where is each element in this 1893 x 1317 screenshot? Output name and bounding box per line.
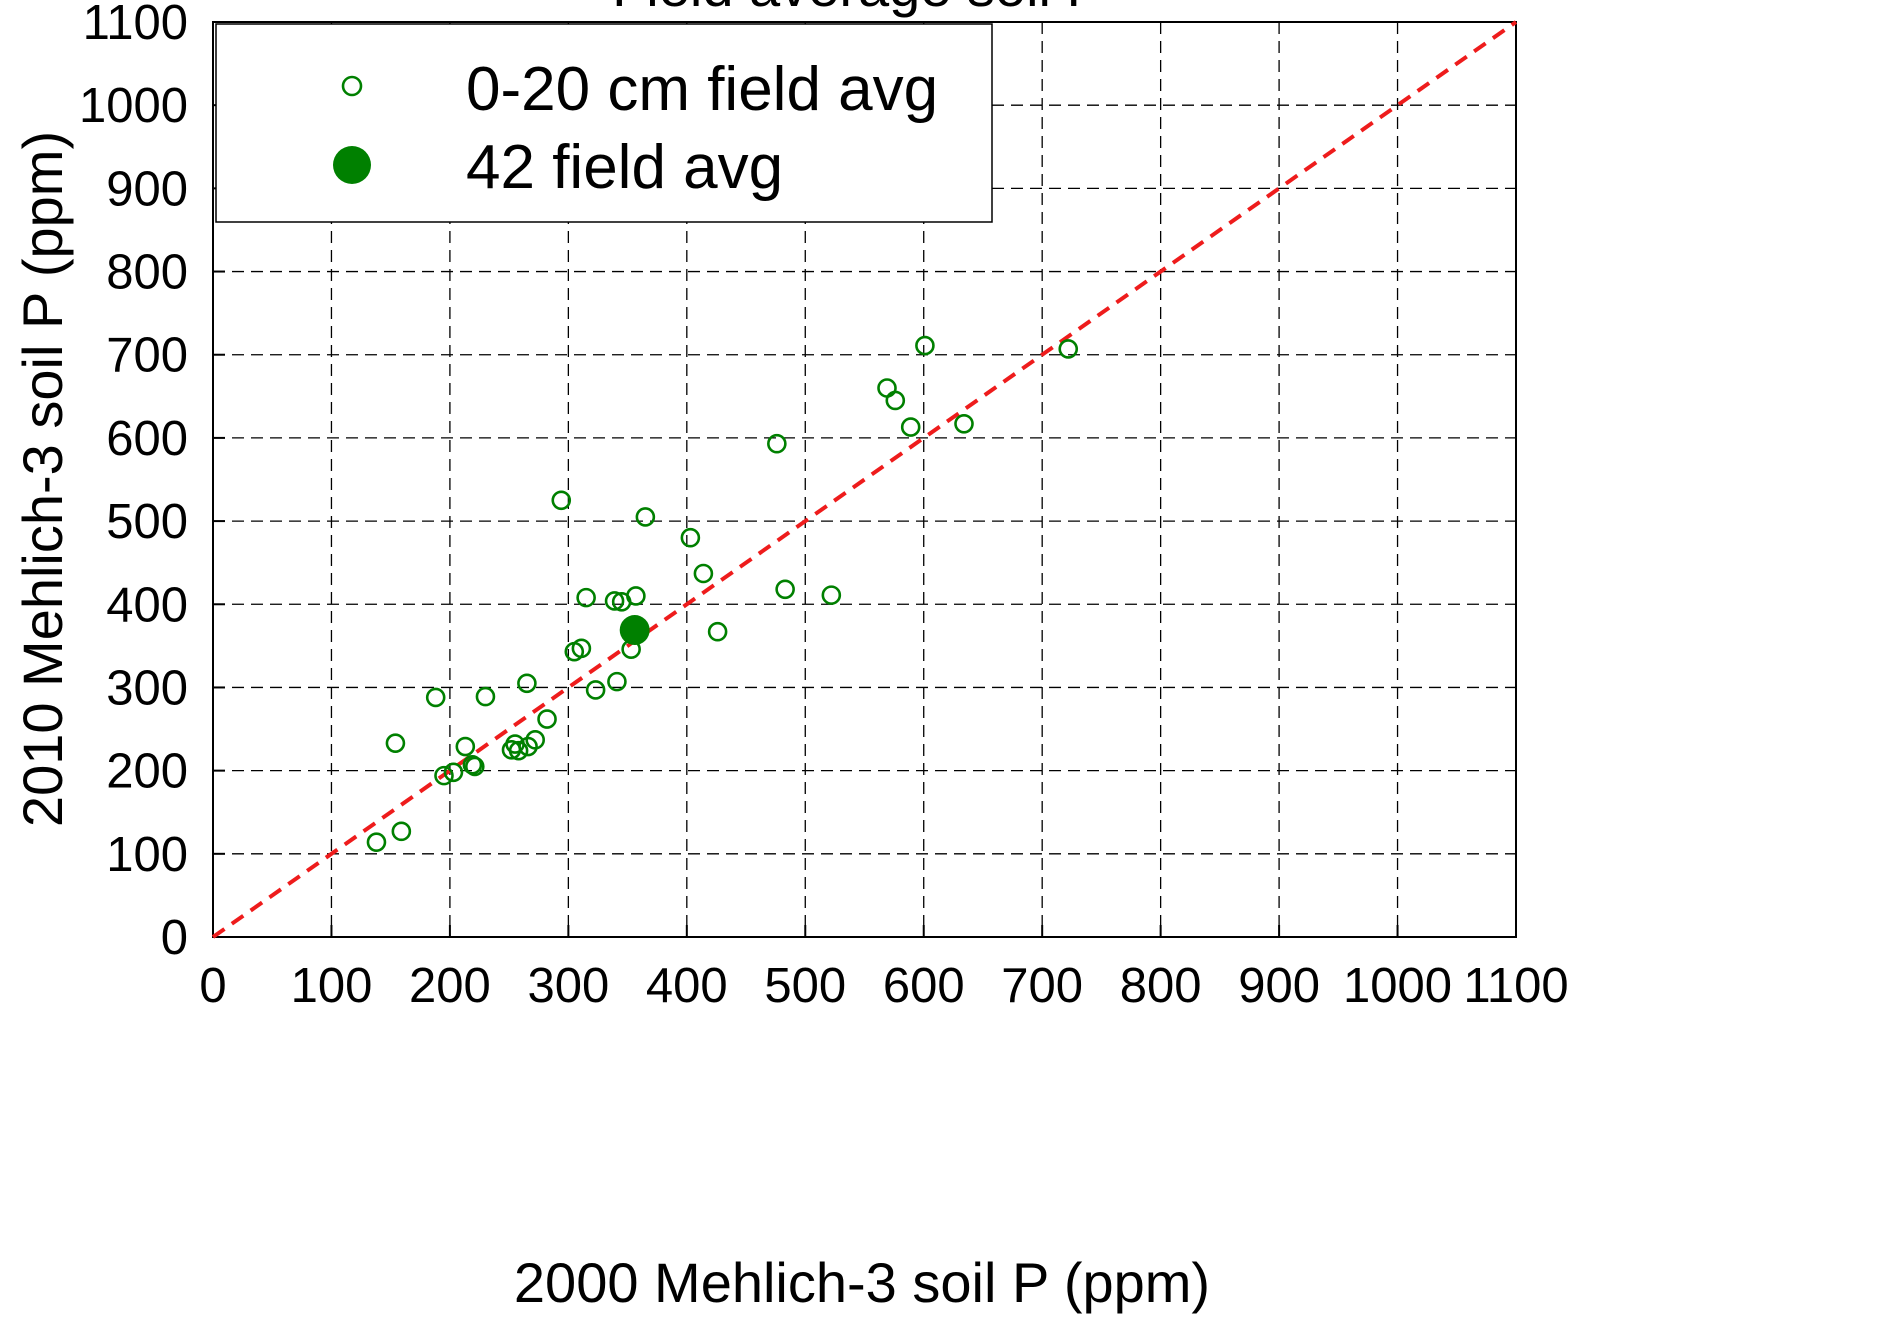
x-tick-label: 400 xyxy=(646,959,728,1013)
x-tick-label: 0 xyxy=(199,959,226,1013)
y-tick-label: 300 xyxy=(106,661,188,715)
data-point-field-avg xyxy=(954,413,974,434)
x-tick-label: 200 xyxy=(409,959,491,1013)
data-point-field-avg xyxy=(464,756,485,777)
data-point-field-avg xyxy=(425,687,446,708)
data-point-field-avg xyxy=(366,832,387,852)
x-tick-label: 1100 xyxy=(1463,959,1568,1013)
y-tick-label: 0 xyxy=(161,911,188,965)
y-tick-label: 500 xyxy=(106,495,188,549)
legend-marker-open-circle xyxy=(341,75,363,97)
legend-label-42-field-avg: 42 field avg xyxy=(466,133,783,202)
x-tick-label: 1000 xyxy=(1343,959,1452,1013)
data-point-field-avg xyxy=(525,730,545,750)
data-point-field-avg xyxy=(1058,339,1079,359)
data-point-field-avg xyxy=(900,417,921,437)
plot-frame xyxy=(212,21,1517,938)
data-point-field-avg xyxy=(775,579,795,600)
legend-marker-filled-circle xyxy=(333,146,371,184)
x-tick-label: 600 xyxy=(883,959,965,1013)
y-tick-label: 200 xyxy=(106,745,188,799)
y-tick-label: 700 xyxy=(106,329,188,383)
data-point-field-avg xyxy=(475,686,496,707)
y-tick-label: 400 xyxy=(106,578,188,632)
legend-label-field-avg: 0-20 cm field avg xyxy=(466,55,938,124)
data-point-field-avg xyxy=(707,621,728,642)
data-points xyxy=(366,335,1079,852)
data-point-42-field-avg xyxy=(619,615,650,646)
data-point-field-avg xyxy=(915,335,935,356)
data-point-field-avg xyxy=(571,638,592,659)
data-point-field-avg xyxy=(767,433,787,454)
data-point-field-avg xyxy=(537,709,557,729)
data-point-field-avg xyxy=(455,736,476,757)
x-tick-label: 900 xyxy=(1238,959,1320,1013)
tick-labels: 0 100 200 300 400 500 600 700 800 900 1000 11000100… xyxy=(79,0,1569,1013)
y-tick-label: 600 xyxy=(106,412,188,466)
data-point-field-avg xyxy=(385,733,406,753)
y-tick-label: 800 xyxy=(106,246,188,300)
y-tick-label: 1100 xyxy=(83,0,188,50)
y-tick-label: 900 xyxy=(106,162,188,216)
data-point-field-avg xyxy=(607,671,627,692)
legend-box xyxy=(215,23,993,223)
data-point-field-avg xyxy=(693,563,714,584)
y-tick-label: 1000 xyxy=(79,79,188,133)
y-axis-title: 2010 Mehlich-3 soil P (ppm) xyxy=(11,131,74,827)
data-point-field-avg xyxy=(576,587,596,608)
x-tick-label: 800 xyxy=(1120,959,1202,1013)
x-tick-label: 500 xyxy=(764,959,846,1013)
data-point-field-avg xyxy=(551,490,572,511)
data-point-field-avg xyxy=(508,740,529,761)
x-tick-label: 100 xyxy=(291,959,373,1013)
data-point-field-avg xyxy=(821,585,842,605)
data-point-field-avg xyxy=(626,586,646,606)
data-point-field-avg xyxy=(517,673,537,694)
one-to-one-line xyxy=(211,20,1518,939)
x-tick-label: 700 xyxy=(1001,959,1083,1013)
data-point-field-avg xyxy=(680,527,701,548)
data-point-field-avg xyxy=(434,765,454,786)
legend: 0-20 cm field avg 42 field avg xyxy=(215,23,993,223)
y-tick-label: 100 xyxy=(106,828,188,882)
axes xyxy=(212,21,1517,938)
data-point-field-avg xyxy=(443,762,464,783)
x-tick-label: 300 xyxy=(527,959,609,1013)
chart-title: Field average soil P xyxy=(612,0,1104,18)
data-point-field-avg xyxy=(877,378,897,398)
data-point-field-avg xyxy=(635,507,656,527)
data-point-field-avg xyxy=(391,821,412,842)
data-point-field-avg xyxy=(585,680,606,700)
data-point-field-avg xyxy=(885,390,906,411)
x-axis-title: 2000 Mehlich-3 soil P (ppm) xyxy=(514,1251,1210,1314)
data-point-field-avg xyxy=(604,591,625,611)
